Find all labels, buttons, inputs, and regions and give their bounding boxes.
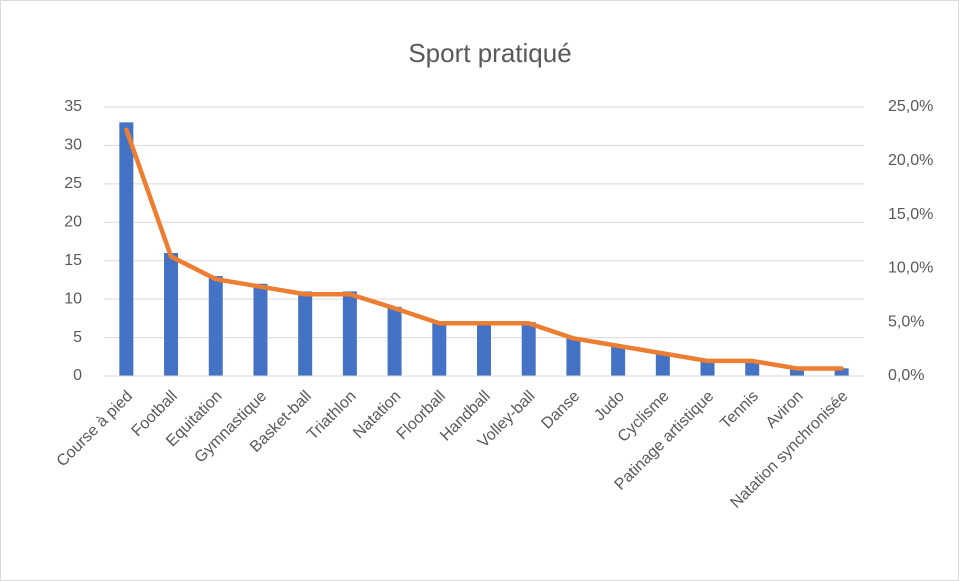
bar <box>119 122 134 376</box>
y2-tick-label: 0,0% <box>888 367 924 384</box>
y2-tick-label: 20,0% <box>888 152 933 169</box>
bar <box>655 352 670 376</box>
bar <box>521 322 536 376</box>
bar <box>253 283 268 376</box>
bar <box>298 291 313 376</box>
y2-tick-label: 10,0% <box>888 260 933 277</box>
bar <box>789 368 804 376</box>
bar <box>700 360 715 376</box>
bar <box>566 337 581 376</box>
bar <box>834 368 849 376</box>
y2-tick-label: 5,0% <box>888 313 924 330</box>
y-tick-label: 0 <box>73 367 82 384</box>
bar <box>611 345 626 376</box>
bar <box>164 253 179 376</box>
bar <box>342 291 357 376</box>
bar <box>745 360 760 376</box>
y2-tick-label: 25,0% <box>888 98 933 115</box>
y-tick-label: 30 <box>64 137 82 154</box>
chart-title: Sport pratiqué <box>408 38 571 68</box>
y2-tick-label: 15,0% <box>888 206 933 223</box>
y-tick-label: 20 <box>64 214 82 231</box>
bar <box>208 276 223 376</box>
bar <box>432 322 447 376</box>
y-tick-label: 25 <box>64 175 82 192</box>
bar <box>477 322 491 376</box>
y-tick-label: 15 <box>64 252 82 269</box>
y-tick-label: 10 <box>64 290 82 307</box>
line <box>124 127 844 371</box>
y-tick-label: 35 <box>64 98 82 115</box>
y-tick-label: 5 <box>73 329 82 346</box>
bar <box>387 306 402 376</box>
